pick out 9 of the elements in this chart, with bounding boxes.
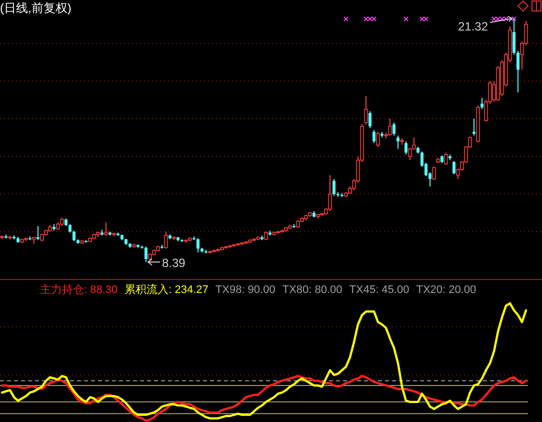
chart-title: (日线,前复权) bbox=[0, 1, 72, 15]
text: TX20: 20.00 bbox=[416, 284, 476, 296]
annotation: 21.32 bbox=[458, 20, 488, 34]
annotation: 8.39 bbox=[162, 256, 186, 270]
text: TX98: 90.00 bbox=[215, 284, 276, 296]
text: TX45: 45.00 bbox=[349, 284, 410, 296]
text: TX80: 80.00 bbox=[282, 284, 342, 296]
text: 累积流入: 234.27 bbox=[124, 283, 208, 296]
text: 主力持仓: 88.30 bbox=[40, 283, 118, 296]
